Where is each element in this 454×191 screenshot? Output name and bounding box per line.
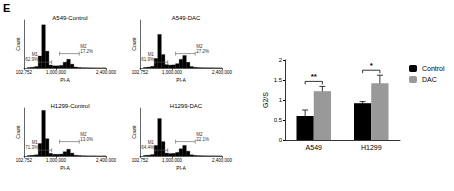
svg-text:0.5: 0.5 — [274, 117, 283, 123]
svg-text:A549-Control: A549-Control — [52, 15, 87, 21]
svg-text:G2/S: G2/S — [262, 92, 269, 108]
svg-text:E: E — [3, 2, 10, 14]
svg-text:1,000,000: 1,000,000 — [162, 158, 183, 163]
svg-text:M1: M1 — [147, 52, 154, 58]
svg-text:22.1%: 22.1% — [196, 137, 209, 142]
svg-text:H1299-DAC: H1299-DAC — [170, 103, 203, 109]
svg-text:M2: M2 — [80, 43, 87, 49]
svg-text:H1299: H1299 — [361, 144, 382, 151]
svg-text:1,000,000: 1,000,000 — [46, 158, 67, 163]
svg-text:2,400,000: 2,400,000 — [96, 158, 117, 163]
svg-text:102,752: 102,752 — [16, 70, 33, 75]
svg-text:PI-A: PI-A — [60, 77, 70, 83]
svg-text:2: 2 — [279, 57, 283, 63]
svg-text:Count: Count — [131, 37, 137, 51]
svg-text:Count: Count — [15, 125, 21, 139]
svg-text:1,000,000: 1,000,000 — [46, 70, 67, 75]
svg-text:PI-A: PI-A — [176, 165, 186, 171]
svg-text:A549: A549 — [306, 144, 322, 151]
svg-text:2,400,000: 2,400,000 — [212, 70, 233, 75]
svg-text:M2: M2 — [80, 131, 87, 137]
svg-text:H1299-Control: H1299-Control — [50, 103, 89, 109]
svg-text:A549-DAC: A549-DAC — [172, 15, 201, 21]
svg-text:PI-A: PI-A — [60, 165, 70, 171]
svg-text:102,752: 102,752 — [16, 158, 33, 163]
svg-text:M1: M1 — [31, 52, 38, 58]
svg-text:1: 1 — [279, 97, 283, 103]
svg-text:62.9%: 62.9% — [25, 57, 38, 62]
svg-text:M2: M2 — [196, 131, 203, 137]
svg-text:DAC: DAC — [422, 76, 437, 83]
svg-text:*: * — [370, 61, 374, 70]
svg-text:0: 0 — [279, 137, 283, 143]
svg-text:1,000,000: 1,000,000 — [162, 70, 183, 75]
svg-text:M2: M2 — [196, 43, 203, 49]
svg-text:PI-A: PI-A — [176, 77, 186, 83]
svg-text:71.3%: 71.3% — [25, 145, 38, 150]
svg-text:64.4%: 64.4% — [141, 145, 154, 150]
svg-text:102,752: 102,752 — [132, 70, 149, 75]
svg-text:2,400,000: 2,400,000 — [96, 70, 117, 75]
svg-text:2,400,000: 2,400,000 — [212, 158, 233, 163]
svg-text:1.5: 1.5 — [274, 77, 283, 83]
svg-text:13.0%: 13.0% — [80, 137, 93, 142]
svg-text:Count: Count — [131, 125, 137, 139]
svg-text:**: ** — [311, 72, 318, 81]
svg-text:Count: Count — [15, 37, 21, 51]
svg-text:M1: M1 — [147, 140, 154, 146]
svg-text:102,752: 102,752 — [132, 158, 149, 163]
svg-text:Control: Control — [422, 65, 445, 72]
svg-text:17.2%: 17.2% — [80, 49, 93, 54]
svg-text:M1: M1 — [31, 140, 38, 146]
svg-text:27.2%: 27.2% — [196, 49, 209, 54]
svg-text:61.9%: 61.9% — [141, 57, 154, 62]
